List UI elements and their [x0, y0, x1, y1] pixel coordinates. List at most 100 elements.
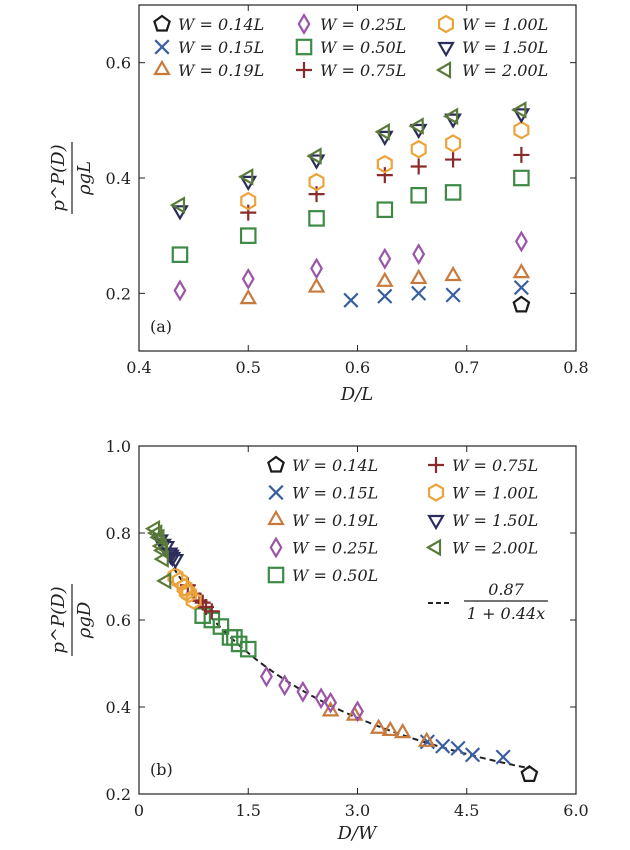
panel-a-point-w-0-75l: [376, 167, 393, 184]
panel-a-point-w-0-15l: [411, 285, 427, 301]
panel-b-legend-fit-denominator: 1 + 0.44x: [467, 604, 545, 623]
panel-a-legend-label-w-0-15l: W = 0.15L: [178, 38, 264, 57]
panel-b-point-w-1-00l: [167, 567, 184, 586]
panel-a-ticks: 0.4 0.5 0.6 0.7 0.8 0.2 0.4 0.6: [106, 5, 589, 377]
panel-b-series-w-2-00l: [144, 519, 172, 590]
panel-a-label: (a): [150, 317, 172, 336]
panel-b-ticks: 0 1.5 3.0 4.5 6.0 0.2 0.4 0.6 0.8 1.0: [106, 437, 589, 820]
panel-b-y-tick-label: 0.8: [106, 524, 131, 543]
panel-a-legend-label-w-0-50l: W = 0.50L: [320, 38, 406, 57]
panel-a-series-w-0-25l: [173, 230, 528, 302]
panel-a-point-w-0-25l: [173, 279, 187, 302]
panel-b-point-w-1-50l: [166, 553, 185, 570]
panel-a-point-w-0-50l: [444, 184, 462, 201]
panel-b-point-w-2-00l: [149, 528, 165, 547]
panel-a-series-w-1-50l: [171, 108, 531, 221]
panel-a-legend-label-w-1-00l: W = 1.00L: [462, 15, 548, 34]
panel-b-point-w-2-00l: [153, 550, 169, 568]
panel-b-point-w-1-50l: [163, 551, 182, 568]
panel-a-x-tick-label: 0.6: [345, 358, 370, 377]
panel-b-point-w-0-19l: [369, 718, 388, 734]
panel-a-legend-marker-w-0-19l: [153, 59, 171, 76]
panel-b-series-w-0-19l: [321, 701, 436, 747]
panel-b-point-w-0-25l: [351, 700, 364, 723]
panel-b-series-w-1-00l: [167, 567, 202, 610]
panel-b-label: (b): [150, 760, 173, 779]
panel-a-y-tick-label: 0.2: [106, 284, 131, 303]
panel-b-legend-marker-w-0-50l: [267, 566, 285, 584]
panel-b-legend-label-w-0-25l: W = 0.25L: [292, 539, 378, 558]
panel-a-point-w-0-50l: [376, 201, 394, 219]
panel-b-x-tick-label: 6.0: [563, 801, 588, 820]
panel-b-point-w-0-25l: [314, 687, 328, 710]
panel-a-x-tick-label: 0.7: [454, 358, 479, 377]
panel-a-x-tick-label: 0.4: [126, 358, 151, 377]
panel-b-legend-marker-w-0-75l: [428, 457, 444, 473]
panel-b-legend-label-w-0-19l: W = 0.19L: [292, 511, 378, 530]
panel-a-point-w-0-50l: [239, 227, 257, 244]
panel-b-legend-label-w-0-14l: W = 0.14L: [292, 456, 378, 475]
panel-a-x-axis-title: D/L: [340, 384, 373, 405]
panel-a-series-w-0-15l: [343, 279, 529, 308]
panel-b-legend-marker-w-0-15l: [268, 484, 284, 501]
panel-a-legend-label-w-0-75l: W = 0.75L: [320, 61, 406, 80]
panel-a-y-axis-denominator: ρgL: [74, 161, 95, 196]
panel-a-point-w-0-25l: [310, 257, 324, 280]
panel-b-point-w-2-00l: [151, 537, 167, 555]
panel-b-y-tick-label: 0.6: [106, 611, 131, 630]
panel-a-point-w-2-00l: [306, 147, 322, 165]
panel-b-y-axis-numerator: p^P(D): [48, 586, 69, 653]
panel-a-point-w-2-00l: [442, 107, 459, 126]
panel-a-x-tick-label: 0.8: [563, 358, 588, 377]
panel-a-legend-marker-w-0-50l: [295, 38, 313, 56]
panel-a-series-w-0-75l: [240, 146, 530, 221]
panel-a-point-w-0-25l: [241, 267, 255, 290]
panel-a-point-w-0-15l: [445, 287, 461, 303]
panel-a-legend-marker-w-1-00l: [437, 14, 455, 34]
panel-a-point-w-0-19l: [307, 277, 326, 293]
panel-a-point-w-2-00l: [374, 123, 390, 141]
panel-a-point-w-0-15l: [377, 288, 393, 304]
panel-b-legend-marker-w-0-19l: [267, 509, 285, 526]
panel-a-point-w-0-75l: [410, 158, 427, 175]
panel-a-data-points: [169, 101, 531, 313]
panel-a-point-w-2-00l: [511, 101, 527, 119]
panel-a-point-w-0-50l: [410, 187, 427, 204]
panel-a-point-w-0-19l: [444, 265, 462, 282]
panel-b-point-w-0-19l: [417, 731, 436, 747]
panel-a-point-w-0-19l: [409, 268, 428, 285]
panel-b-point-w-2-00l: [156, 572, 172, 590]
panel-a-point-w-0-14l: [512, 295, 531, 313]
panel-b-legend-label-w-1-00l: W = 1.00L: [452, 484, 538, 503]
panel-b-legend-marker-w-0-14l: [267, 455, 285, 473]
panel-b-point-w-0-25l: [324, 691, 338, 714]
panel-b-point-w-2-00l: [144, 519, 161, 538]
panel-b-x-tick-label: 0: [134, 801, 144, 820]
panel-a-point-w-0-15l: [343, 292, 359, 308]
panel-b-y-tick-label: 0.4: [106, 698, 131, 717]
panel-b-legend-label-w-0-50l: W = 0.50L: [292, 566, 378, 585]
panel-a-legend-marker-w-0-75l: [296, 62, 312, 78]
panel-b-legend-marker-w-1-50l: [427, 514, 445, 531]
panel-b-x-tick-label: 3.0: [345, 801, 370, 820]
panel-a-point-w-0-75l: [513, 146, 530, 163]
panel-b-series-w-0-14l: [520, 765, 539, 783]
panel-b-legend-fit-numerator: 0.87: [488, 580, 524, 599]
panel-a-legend-marker-w-0-25l: [297, 13, 311, 35]
panel-a-legend: W = 0.14L W = 0.15L W = 0.19L W = 0.25L W = …: [153, 13, 548, 80]
panel-a-point-w-0-15l: [513, 279, 529, 296]
panel-a-point-w-2-00l: [238, 168, 254, 186]
panel-b-y-axis-title: p^P(D) ρgD: [48, 584, 95, 656]
panel-a-point-w-0-19l: [512, 262, 531, 279]
panel-b-point-w-0-25l: [278, 674, 292, 697]
panel-a-legend-label-w-1-50l: W = 1.50L: [462, 38, 548, 57]
panel-a-y-tick-label: 0.4: [106, 169, 131, 188]
panel-b-chart: 0 1.5 3.0 4.5 6.00.20.40.60.81.0 W = 0.14LW …: [48, 437, 589, 844]
panel-b-point-w-0-50l: [239, 640, 257, 658]
panel-a-point-w-1-00l: [240, 191, 257, 211]
panel-b-fit-curve: [152, 532, 530, 770]
panel-b-point-w-1-00l: [176, 578, 193, 597]
panel-a-point-w-1-00l: [410, 139, 427, 159]
panel-b-x-tick-label: 4.5: [454, 801, 479, 820]
panel-b-point-w-0-19l: [381, 720, 400, 737]
